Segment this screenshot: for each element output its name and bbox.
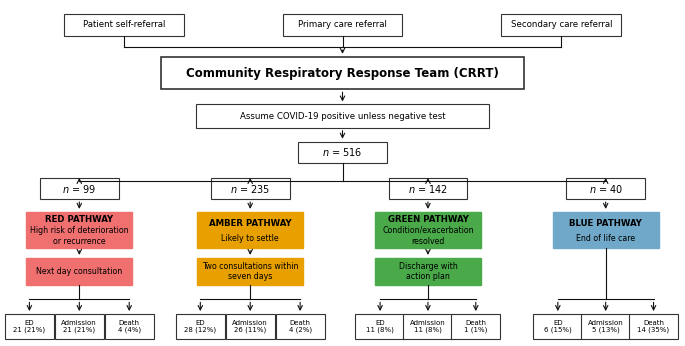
Text: ED
11 (8%): ED 11 (8%) [366,320,394,333]
FancyBboxPatch shape [26,212,132,248]
FancyBboxPatch shape [298,142,387,163]
FancyBboxPatch shape [629,314,678,339]
Text: AMBER PATHWAY: AMBER PATHWAY [209,219,292,228]
Text: Condition/exacerbation: Condition/exacerbation [382,226,474,235]
Text: Assume COVID-19 positive unless negative test: Assume COVID-19 positive unless negative… [240,112,445,121]
FancyBboxPatch shape [533,314,582,339]
FancyBboxPatch shape [40,178,119,199]
FancyBboxPatch shape [566,178,645,199]
FancyBboxPatch shape [64,13,184,36]
Text: resolved: resolved [411,237,445,246]
FancyBboxPatch shape [105,314,154,339]
FancyBboxPatch shape [225,314,275,339]
FancyBboxPatch shape [195,104,490,128]
Text: Likely to settle: Likely to settle [221,234,279,243]
FancyBboxPatch shape [375,258,481,285]
Text: Death
1 (1%): Death 1 (1%) [464,320,488,333]
FancyBboxPatch shape [211,178,290,199]
FancyBboxPatch shape [197,212,303,248]
Text: Discharge with
action plan: Discharge with action plan [399,262,458,281]
FancyBboxPatch shape [581,314,630,339]
FancyBboxPatch shape [275,314,325,339]
Text: $n$ = 516: $n$ = 516 [322,146,363,158]
FancyBboxPatch shape [501,13,621,36]
Text: Patient self-referral: Patient self-referral [83,20,165,29]
FancyBboxPatch shape [5,314,54,339]
Text: RED PATHWAY: RED PATHWAY [45,215,114,224]
Text: Death
14 (35%): Death 14 (35%) [638,320,670,333]
FancyBboxPatch shape [356,314,405,339]
FancyBboxPatch shape [197,258,303,285]
Text: $n$ = 142: $n$ = 142 [408,182,448,194]
Text: Admission
26 (11%): Admission 26 (11%) [232,320,268,333]
FancyBboxPatch shape [403,314,453,339]
Text: Admission
11 (8%): Admission 11 (8%) [410,320,446,333]
Text: ED
21 (21%): ED 21 (21%) [13,320,45,333]
Text: ED
6 (15%): ED 6 (15%) [544,320,572,333]
FancyBboxPatch shape [375,212,481,248]
Text: Secondary care referral: Secondary care referral [510,20,612,29]
Text: ED
28 (12%): ED 28 (12%) [184,320,216,333]
Text: $n$ = 40: $n$ = 40 [588,182,623,194]
Text: Next day consultation: Next day consultation [36,267,123,276]
FancyBboxPatch shape [162,57,523,89]
Text: High risk of deterioration: High risk of deterioration [30,226,129,235]
Text: $n$ = 99: $n$ = 99 [62,182,97,194]
FancyBboxPatch shape [55,314,104,339]
Text: Primary care referral: Primary care referral [298,20,387,29]
FancyBboxPatch shape [26,258,132,285]
FancyBboxPatch shape [553,212,659,248]
Text: Death
4 (4%): Death 4 (4%) [118,320,141,333]
Text: $n$ = 235: $n$ = 235 [230,182,271,194]
Text: Admission
21 (21%): Admission 21 (21%) [62,320,97,333]
Text: Admission
5 (13%): Admission 5 (13%) [588,320,623,333]
Text: GREEN PATHWAY: GREEN PATHWAY [388,215,469,224]
Text: BLUE PATHWAY: BLUE PATHWAY [569,219,642,228]
Text: Death
4 (2%): Death 4 (2%) [288,320,312,333]
FancyBboxPatch shape [175,314,225,339]
Text: End of life care: End of life care [576,234,635,243]
FancyBboxPatch shape [388,178,467,199]
Text: Community Respiratory Response Team (CRRT): Community Respiratory Response Team (CRR… [186,66,499,80]
FancyBboxPatch shape [283,13,402,36]
Text: Two consultations within
seven days: Two consultations within seven days [202,262,299,281]
Text: or recurrence: or recurrence [53,237,105,246]
FancyBboxPatch shape [451,314,501,339]
